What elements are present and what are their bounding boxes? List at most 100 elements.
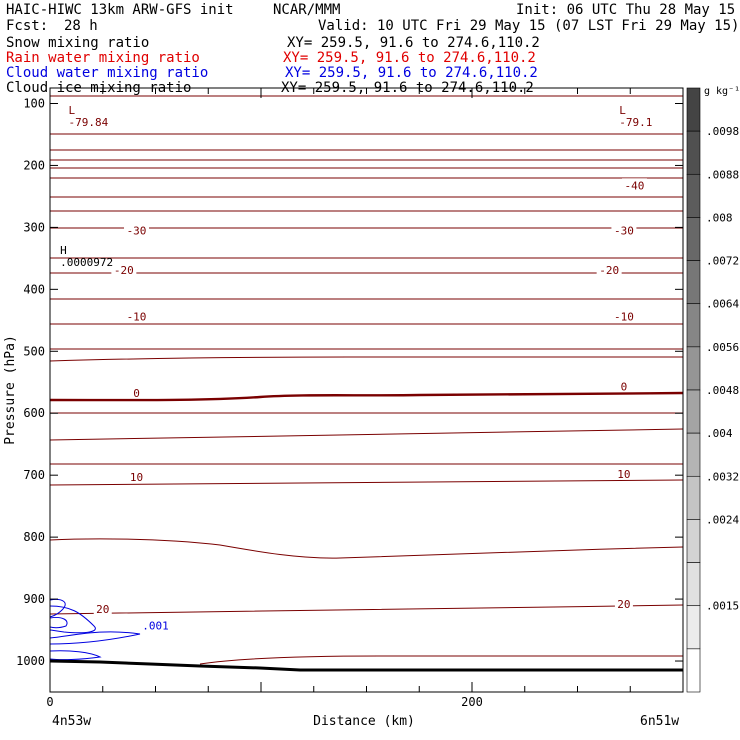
contour-line — [49, 479, 684, 486]
cloud-water-contour — [49, 631, 141, 645]
y-axis-label: Pressure (hPa) — [3, 335, 18, 445]
y-tick-label: 700 — [23, 468, 45, 482]
colorbar-unit: g kg⁻¹ — [704, 86, 740, 97]
contour-label: -20 — [599, 264, 619, 277]
y-tick-label: 900 — [23, 592, 45, 606]
colorbar-label: .008 — [706, 211, 733, 224]
contour-label-bg — [124, 309, 150, 322]
contour-label: 20 — [96, 603, 109, 616]
contour-label-bg — [611, 309, 637, 322]
colorbar-label: .0032 — [706, 470, 739, 483]
x-tick-label: 0 — [46, 695, 53, 709]
extremum-value: -79.84 — [69, 116, 109, 129]
colorbar-label: .004 — [706, 427, 733, 440]
x-end-label: 6n51w — [640, 714, 679, 729]
temperature-contours — [49, 95, 684, 665]
forecast-label: Fcst: — [6, 18, 49, 34]
valid-time: Valid: 10 UTC Fri 29 May 15 (07 LST Fri … — [318, 18, 740, 34]
contour-label: 0 — [133, 387, 140, 400]
org-label: NCAR/MMM — [273, 2, 341, 18]
x-axis-label: Distance (km) — [313, 714, 415, 729]
contour-label: -30 — [127, 224, 147, 237]
contour-label-bg — [614, 466, 633, 479]
contour-label-bg — [621, 178, 647, 191]
colorbar-label: .0048 — [706, 384, 739, 397]
x-tick-label: 200 — [461, 695, 483, 709]
field-xy-cloud-water: XY= 259.5, 91.6 to 274.6,110.2 — [285, 65, 538, 81]
extremum-value: .0000972 — [60, 256, 113, 269]
contour-line — [49, 428, 684, 441]
contour-label: 20 — [617, 598, 630, 611]
colorbar-swatch — [686, 260, 701, 305]
contour-label: 0 — [621, 381, 628, 394]
field-name-snow: Snow mixing ratio — [6, 35, 150, 51]
contour-label-bg — [111, 263, 137, 276]
contour-line — [49, 356, 683, 362]
y-tick-label: 300 — [23, 220, 45, 234]
extremum-letter: L — [619, 104, 626, 117]
cloud-water-contours — [49, 599, 141, 661]
contour-labels: -40 -30 -30 -20 -20 -10 -10 0 0 10 10 20 20 .001 — [93, 178, 647, 633]
contour-label-bg — [611, 223, 637, 236]
contour-label-bg — [596, 263, 622, 276]
y-tick-label: 600 — [23, 406, 45, 420]
colorbar-swatch — [686, 303, 701, 348]
colorbar-label: .0088 — [706, 168, 739, 181]
colorbar-swatch — [686, 605, 701, 650]
chart-title: HAIC-HIWC 13km ARW-GFS init — [6, 2, 234, 18]
contour-label: -10 — [127, 311, 147, 324]
forecast-hours: 28 h — [64, 18, 98, 34]
contour-label: -40 — [625, 179, 645, 192]
contour-label: 10 — [617, 468, 630, 481]
contour-line — [49, 391, 684, 402]
y-tick-label: 800 — [23, 530, 45, 544]
plot-frame — [49, 87, 684, 693]
contour-line — [49, 604, 684, 615]
init-time: Init: 06 UTC Thu 28 May 15 — [516, 2, 736, 18]
colorbar-swatch — [686, 562, 701, 607]
contour-label-bg — [127, 470, 146, 483]
colorbar-swatch — [686, 217, 701, 261]
contour-label-bg — [131, 385, 143, 398]
contour-label-bg — [124, 223, 150, 236]
colorbar-swatch — [686, 475, 701, 520]
field-name-cloud-water: Cloud water mixing ratio — [6, 65, 209, 81]
colorbar-swatch — [686, 432, 701, 477]
colorbar: .0098 .0088 .008 .0072 .0064 .0056 .0048 .004 .0… — [686, 86, 740, 693]
field-xy-rain: XY= 259.5, 91.6 to 274.6,110.2 — [283, 50, 536, 66]
colorbar-label: .0056 — [706, 341, 739, 354]
contour-label-bg — [93, 601, 112, 614]
colorbar-label: .0015 — [706, 600, 739, 613]
colorbar-swatch — [686, 519, 701, 563]
contour-line — [49, 538, 684, 559]
contour-label: .001 — [142, 620, 169, 633]
extremum-value: -79.1 — [619, 116, 652, 129]
cloud-water-contour — [49, 617, 68, 629]
contour-label: 10 — [130, 471, 143, 484]
extrema-labels: L-79.84L-79.1H.0000972 — [60, 104, 652, 269]
field-name-rain: Rain water mixing ratio — [6, 50, 200, 66]
contour-label-bg — [618, 379, 630, 392]
y-tick-label: 100 — [23, 96, 45, 110]
y-tick-label: 1000 — [16, 654, 45, 668]
contour-label: -20 — [114, 264, 134, 277]
colorbar-label: .0024 — [706, 513, 739, 526]
y-tick-label: 400 — [23, 282, 45, 296]
contour-label-bg — [139, 618, 172, 631]
colorbar-swatch — [686, 173, 701, 218]
cloud-water-contour — [49, 650, 102, 661]
contour-label: -30 — [614, 224, 634, 237]
colorbar-label: .0098 — [706, 125, 739, 138]
colorbar-swatch — [686, 648, 701, 693]
x-start-label: 4n53w — [52, 714, 91, 729]
contour-label: -10 — [614, 311, 634, 324]
extremum-letter: L — [69, 104, 76, 117]
cloud-water-contour — [49, 599, 66, 618]
contour-label-bg — [614, 597, 633, 610]
colorbar-label: .0072 — [706, 255, 739, 268]
colorbar-label: .0064 — [706, 298, 739, 311]
y-tick-label: 500 — [23, 344, 45, 358]
extremum-letter: H — [60, 244, 67, 257]
